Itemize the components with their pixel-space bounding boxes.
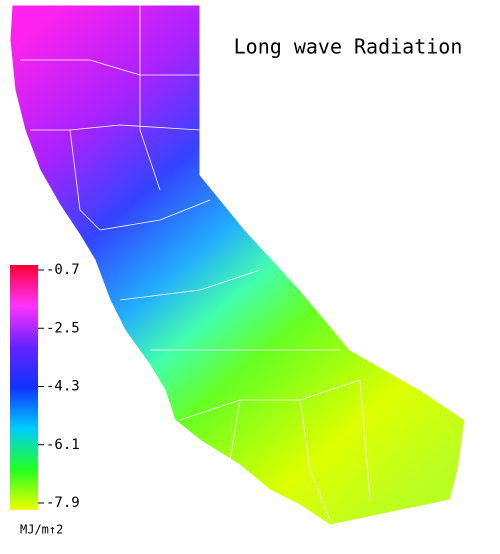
colorbar-tick-label: -6.1 <box>46 437 80 453</box>
colorbar <box>10 265 38 510</box>
colorbar-tick-label: -0.7 <box>46 262 80 278</box>
county-lines <box>20 5 371 521</box>
colorbar-label: MJ/m↑2 <box>20 523 63 537</box>
colorbar-tick-label: -4.3 <box>46 379 80 395</box>
colorbar-tick-label: -7.9 <box>46 495 80 511</box>
california-raster <box>9 4 466 526</box>
colorbar-tick-label: -2.5 <box>46 320 80 336</box>
map-title: Long wave Radiation <box>234 35 463 59</box>
